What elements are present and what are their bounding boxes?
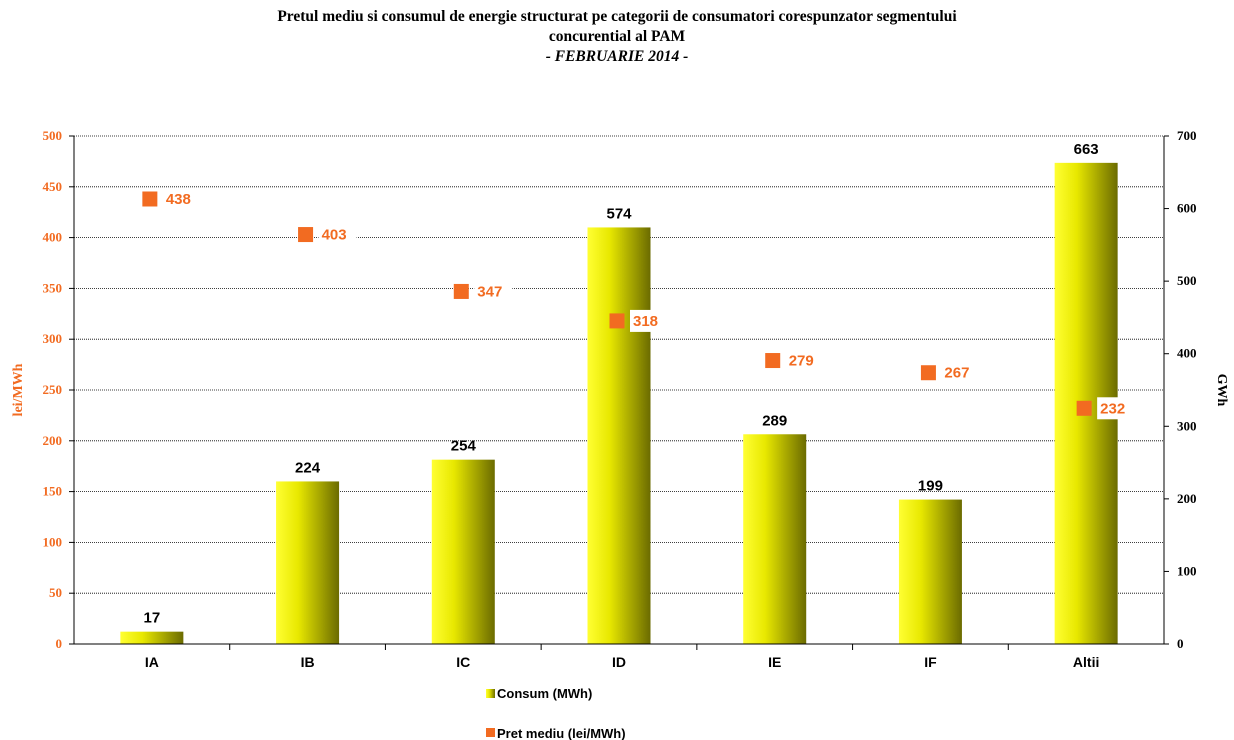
price-point: [609, 313, 625, 329]
point-value-label: 347: [477, 283, 502, 300]
x-tick-label: ID: [612, 654, 626, 670]
y-left-tick-label: 200: [43, 433, 63, 448]
y-right-tick-label: 700: [1177, 128, 1197, 143]
y-right-tick-label: 400: [1177, 346, 1197, 361]
bar: [743, 434, 807, 644]
legend-label-pret: Pret mediu (lei/MWh): [497, 726, 626, 740]
y-left-tick-label: 350: [43, 280, 63, 295]
bar: [120, 631, 184, 644]
bar-value-label: 224: [295, 459, 321, 476]
y-left-axis-title: lei/MWh: [11, 363, 26, 416]
price-point: [142, 191, 158, 207]
y-left-tick-label: 500: [43, 128, 63, 143]
point-label-bg: [474, 280, 513, 303]
y-right-tick-label: 100: [1177, 563, 1197, 578]
y-right-axis-title: GWh: [1214, 374, 1229, 407]
point-label-bg: [630, 309, 668, 332]
bar: [276, 481, 340, 644]
y-left-tick-label: 100: [43, 534, 63, 549]
x-tick-label: IA: [145, 654, 159, 670]
x-tick-label: IB: [301, 654, 315, 670]
price-point: [1076, 400, 1092, 416]
point-label-bg: [1097, 397, 1136, 420]
legend-swatch-point: [486, 728, 495, 737]
chart-subtitle: - FEBRUARIE 2014 -: [545, 48, 689, 65]
y-left-tick-label: 0: [56, 636, 63, 651]
x-tick-label: IF: [924, 654, 937, 670]
y-right-tick-label: 200: [1177, 491, 1197, 506]
bar: [898, 499, 962, 644]
point-value-label: 267: [944, 365, 969, 382]
point-value-label: 232: [1100, 400, 1125, 417]
y-left-tick-label: 50: [49, 585, 62, 600]
bar-value-label: 663: [1074, 141, 1099, 158]
chart-title-line1: Pretul mediu si consumul de energie stru…: [277, 8, 957, 25]
y-right-tick-label: 300: [1177, 418, 1197, 433]
point-value-label: 438: [166, 191, 191, 208]
point-label-bg: [785, 349, 824, 372]
y-left-tick-label: 250: [43, 382, 63, 397]
x-tick-label: IE: [768, 654, 781, 670]
bar-value-label: 289: [762, 412, 787, 429]
price-point: [453, 283, 469, 299]
point-label-bg: [941, 361, 980, 384]
y-left-tick-label: 150: [43, 484, 63, 499]
legend-swatch-bar: [486, 689, 495, 698]
bar-value-label: 574: [606, 205, 632, 222]
legend-label-consum: Consum (MWh): [497, 686, 592, 701]
point-label-bg: [318, 223, 357, 246]
chart-title-line2: concurential al PAM: [548, 28, 686, 45]
bar: [587, 227, 651, 644]
x-tick-label: Altii: [1073, 654, 1099, 670]
bar-value-label: 254: [451, 438, 477, 455]
y-left-tick-label: 300: [43, 331, 63, 346]
point-value-label: 318: [633, 313, 658, 330]
bar: [431, 459, 495, 644]
price-point: [920, 365, 936, 381]
bar-value-label: 17: [144, 610, 161, 627]
y-right-tick-label: 500: [1177, 273, 1197, 288]
point-value-label: 403: [322, 227, 347, 244]
bar-value-label: 199: [918, 478, 943, 495]
x-tick-label: IC: [456, 654, 470, 670]
y-left-tick-label: 400: [43, 230, 63, 245]
price-point: [765, 353, 781, 369]
point-value-label: 279: [789, 353, 814, 370]
y-right-tick-label: 600: [1177, 201, 1197, 216]
y-left-tick-label: 450: [43, 179, 63, 194]
point-label-bg: [162, 187, 201, 210]
y-right-tick-label: 0: [1177, 636, 1184, 651]
price-point: [298, 227, 314, 243]
